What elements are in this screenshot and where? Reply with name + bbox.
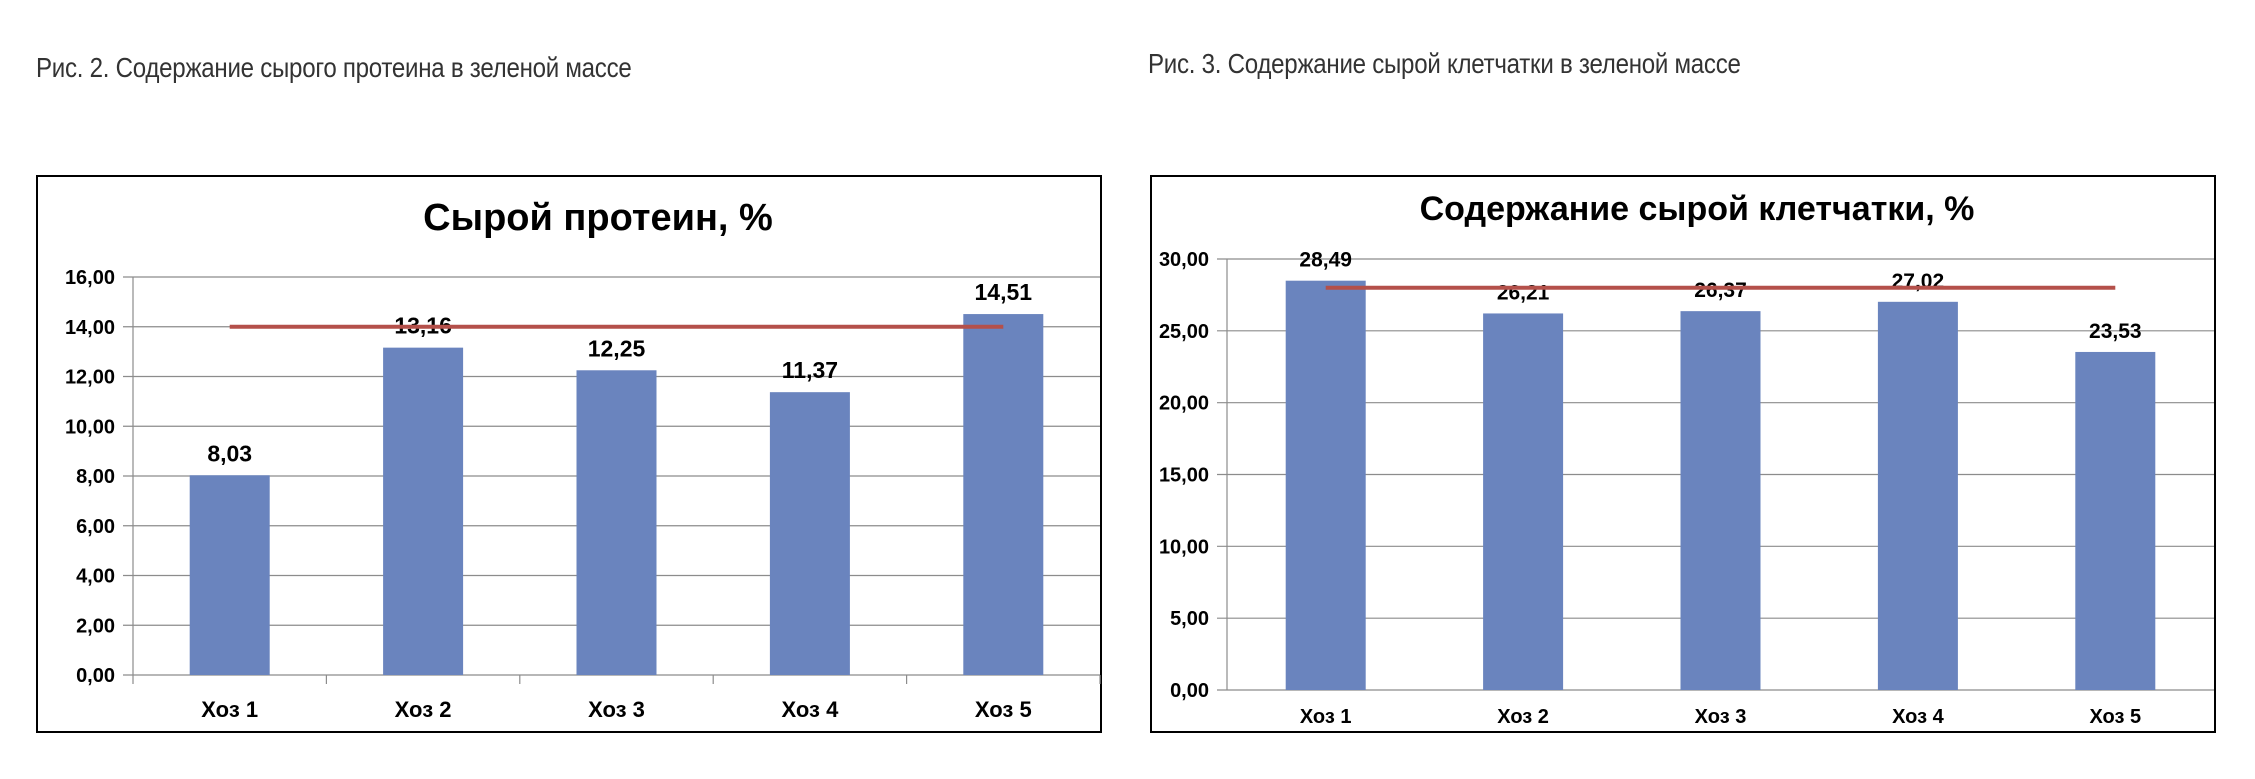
y-tick-label: 12,00 [65, 367, 115, 389]
bar [383, 347, 464, 675]
y-tick-label: 14,00 [65, 317, 115, 339]
data-label: 12,25 [588, 335, 646, 361]
y-tick-label: 16,00 [65, 267, 115, 289]
category-label: Хоз 1 [201, 697, 258, 722]
category-label: Хоз 2 [395, 697, 452, 722]
category-label: Хоз 1 [1300, 706, 1352, 728]
y-tick-label: 0,00 [1170, 680, 1209, 702]
data-label: 8,03 [207, 440, 252, 466]
data-label: 26,37 [1694, 279, 1747, 302]
fiber-chart: Содержание сырой клетчатки, % 0,00 5,00 10,… [1150, 175, 2216, 733]
category-label: Хоз 2 [1497, 706, 1549, 728]
chart-title: Сырой протеин, % [423, 197, 773, 239]
y-tick-label: 6,00 [76, 516, 115, 538]
protein-chart-svg: Сырой протеин, % 0,00 2,00 4,00 6,00 8,00 10,0… [65, 197, 1101, 722]
y-tick-label: 10,00 [1159, 536, 1209, 558]
data-label: 28,49 [1299, 249, 1352, 272]
fiber-chart-svg: Содержание сырой клетчатки, % 0,00 5,00 10,… [1159, 190, 2214, 728]
category-label: Хоз 3 [1695, 706, 1747, 728]
y-tick-label: 2,00 [76, 615, 115, 637]
y-tick-label: 30,00 [1159, 249, 1209, 271]
y-tick-label: 0,00 [76, 665, 115, 687]
protein-chart: Сырой протеин, % 0,00 2,00 4,00 6,00 8,00 10,0… [36, 175, 1102, 733]
bar [1877, 301, 1958, 690]
category-label: Хоз 3 [588, 697, 645, 722]
data-label: 23,53 [2089, 320, 2142, 343]
figure-2-caption: Рис. 2. Содержание сырого протеина в зел… [36, 52, 632, 83]
figure-3-caption: Рис. 3. Содержание сырой клетчатки в зел… [1148, 48, 1741, 79]
bar [963, 314, 1044, 675]
y-tick-label: 8,00 [76, 466, 115, 488]
data-label: 11,37 [782, 357, 838, 383]
bar [769, 392, 850, 675]
bar [1285, 280, 1366, 690]
y-tick-label: 25,00 [1159, 321, 1209, 343]
y-tick-label: 20,00 [1159, 393, 1209, 415]
bar [189, 475, 270, 675]
bar [1680, 311, 1761, 690]
bar [1483, 313, 1564, 690]
category-label: Хоз 5 [2089, 706, 2141, 728]
category-label: Хоз 5 [975, 697, 1032, 722]
y-tick-label: 10,00 [65, 416, 115, 438]
y-tick-label: 15,00 [1159, 465, 1209, 487]
y-tick-label: 4,00 [76, 566, 115, 588]
bar [2075, 351, 2156, 690]
y-tick-label: 5,00 [1170, 608, 1209, 630]
category-label: Хоз 4 [781, 697, 839, 722]
bar [576, 370, 657, 675]
data-label: 26,21 [1497, 281, 1550, 304]
chart-title: Содержание сырой клетчатки, % [1420, 190, 1975, 228]
category-label: Хоз 4 [1892, 706, 1945, 728]
data-label: 14,51 [975, 279, 1033, 305]
